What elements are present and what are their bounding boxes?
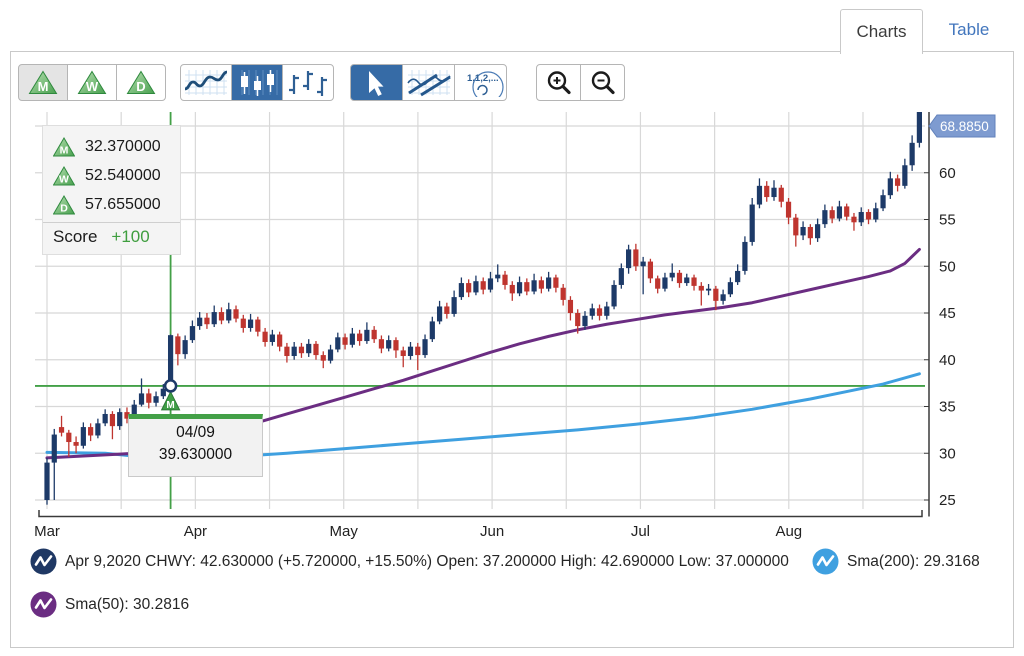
weekly-signal-row: W 52.540000 bbox=[43, 161, 180, 190]
fibonacci-tool-button[interactable]: 1,1,2,... bbox=[454, 64, 507, 101]
monthly-triangle-icon: M bbox=[53, 136, 75, 156]
x-axis-label: Jul bbox=[631, 523, 650, 540]
x-axis-label: Mar bbox=[34, 523, 60, 540]
sma200-status-text: Sma(200): 29.3168 bbox=[847, 552, 980, 570]
y-axis-label: 30 bbox=[939, 445, 956, 462]
y-axis-label: 25 bbox=[939, 492, 956, 509]
tooltip-value: 39.630000 bbox=[158, 446, 233, 463]
sma50-series-icon[interactable] bbox=[30, 591, 57, 618]
x-axis-label: Apr bbox=[184, 523, 207, 540]
y-axis-label: 40 bbox=[939, 352, 956, 369]
tab-table-label: Table bbox=[948, 20, 990, 39]
tab-table[interactable]: Table bbox=[923, 9, 1015, 51]
tool-button-group: 1,1,2,... bbox=[350, 64, 507, 101]
trendlines-icon bbox=[406, 70, 451, 97]
svg-text:D: D bbox=[60, 202, 68, 214]
price-status-text: Apr 9,2020 CHWY: 42.630000 (+5.720000, +… bbox=[65, 552, 789, 570]
ohlc-chart-icon bbox=[289, 71, 327, 96]
zoom-out-button[interactable] bbox=[580, 64, 625, 101]
y-axis-label: 50 bbox=[939, 258, 956, 275]
svg-text:1,1,2,...: 1,1,2,... bbox=[467, 73, 499, 84]
score-value: +100 bbox=[111, 226, 150, 246]
svg-text:W: W bbox=[59, 173, 69, 185]
monthly-period-button[interactable]: M bbox=[18, 64, 68, 101]
period-button-group: M W D bbox=[18, 64, 166, 101]
daily-triangle-icon: D bbox=[53, 194, 75, 214]
price-series-icon[interactable] bbox=[30, 548, 57, 575]
daily-signal-value: 57.655000 bbox=[85, 195, 161, 213]
crosshair-tooltip: 04/09 39.630000 bbox=[128, 414, 263, 477]
sma200-status-row: Sma(200): 29.3168 bbox=[812, 548, 980, 575]
tab-charts[interactable]: Charts bbox=[840, 9, 923, 54]
score-row: Score +100 bbox=[43, 222, 180, 250]
zoom-button-group bbox=[536, 64, 625, 101]
ohlc-chart-button[interactable] bbox=[282, 64, 334, 101]
tooltip-date: 04/09 bbox=[176, 424, 215, 441]
price-status-row: Apr 9,2020 CHWY: 42.630000 (+5.720000, +… bbox=[30, 548, 789, 575]
svg-text:M: M bbox=[60, 144, 69, 156]
zoom-in-icon bbox=[547, 71, 571, 95]
y-axis-label: 60 bbox=[939, 165, 956, 182]
svg-text:M: M bbox=[166, 400, 174, 411]
svg-text:M: M bbox=[38, 79, 49, 94]
pointer-cursor-icon bbox=[368, 71, 383, 96]
zoom-in-button[interactable] bbox=[536, 64, 581, 101]
daily-period-button[interactable]: D bbox=[116, 64, 166, 101]
fibonacci-icon: 1,1,2,... bbox=[467, 71, 504, 97]
daily-triangle-icon: D bbox=[126, 70, 156, 94]
buy-signal-marker: M bbox=[160, 390, 181, 411]
weekly-period-button[interactable]: W bbox=[67, 64, 117, 101]
monthly-triangle-icon: M bbox=[28, 70, 58, 94]
sma50-status-row: Sma(50): 30.2816 bbox=[30, 591, 189, 618]
chart-type-button-group bbox=[180, 64, 334, 101]
zoom-out-icon bbox=[591, 71, 615, 95]
signal-legend-box: M 32.370000 W 52.540000 D 57.655000 Scor… bbox=[42, 125, 181, 255]
weekly-triangle-icon: W bbox=[77, 70, 107, 94]
pointer-tool-button[interactable] bbox=[350, 64, 403, 101]
svg-text:W: W bbox=[86, 79, 99, 94]
sma200-series-icon[interactable] bbox=[812, 548, 839, 575]
y-axis-label: 55 bbox=[939, 212, 956, 229]
tab-bar: Charts Table bbox=[840, 9, 1015, 54]
candlestick-chart-icon bbox=[241, 70, 278, 96]
y-axis-label: 45 bbox=[939, 305, 956, 322]
last-price-badge-text: 68.8850 bbox=[940, 119, 989, 134]
line-chart-button[interactable] bbox=[180, 64, 232, 101]
last-price-badge bbox=[928, 114, 996, 138]
x-axis-label: May bbox=[330, 523, 359, 540]
daily-signal-row: D 57.655000 bbox=[43, 190, 180, 219]
crosshair-point bbox=[163, 379, 178, 393]
weekly-signal-value: 52.540000 bbox=[85, 166, 161, 184]
trendlines-tool-button[interactable] bbox=[402, 64, 455, 101]
candlestick-chart-button[interactable] bbox=[231, 64, 283, 101]
tab-charts-label: Charts bbox=[856, 22, 907, 41]
x-axis-label: Jun bbox=[480, 523, 504, 540]
x-axis-label: Aug bbox=[775, 523, 802, 540]
svg-text:D: D bbox=[136, 79, 145, 94]
weekly-triangle-icon: W bbox=[53, 165, 75, 185]
sma50-status-text: Sma(50): 30.2816 bbox=[65, 595, 190, 613]
monthly-signal-value: 32.370000 bbox=[85, 137, 161, 155]
y-axis-label: 35 bbox=[939, 399, 956, 416]
monthly-signal-row: M 32.370000 bbox=[43, 132, 180, 161]
line-chart-icon bbox=[184, 70, 228, 95]
score-label: Score bbox=[53, 226, 98, 246]
